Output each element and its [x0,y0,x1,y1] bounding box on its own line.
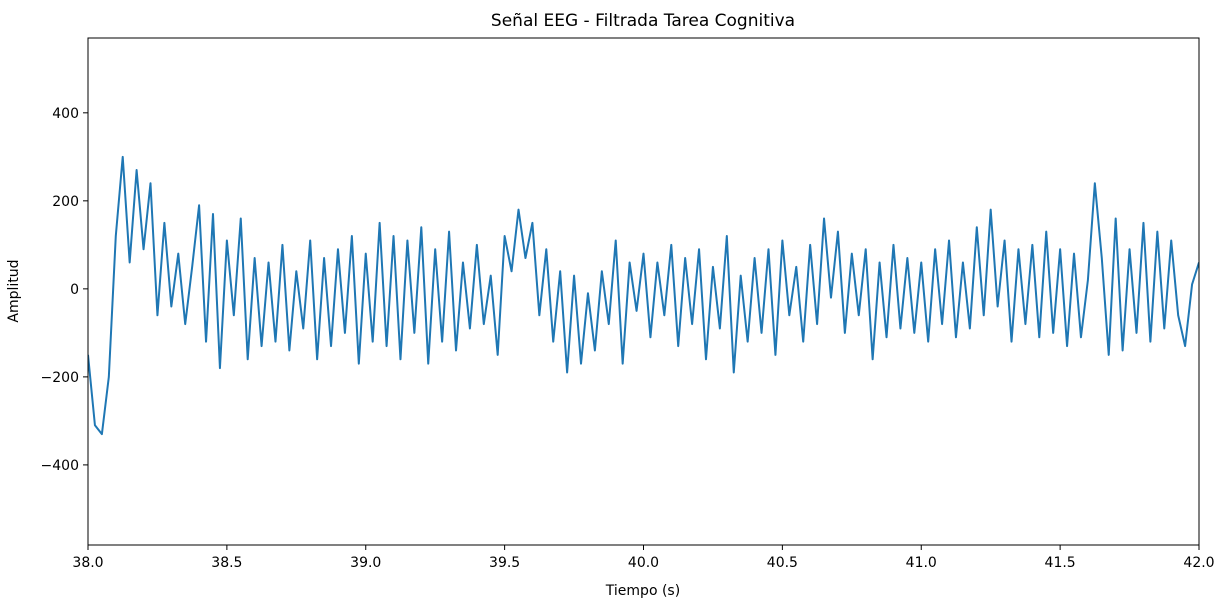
x-tick-label: 41.0 [906,555,937,571]
y-tick-label: 200 [52,194,79,210]
x-tick-label: 40.0 [628,555,659,571]
x-tick-label: 41.5 [1045,555,1076,571]
y-tick-label: 400 [52,106,79,122]
plot-frame [87,37,1200,546]
y-tick-label: 0 [70,282,79,298]
x-tick-label: 38.5 [211,555,242,571]
x-tick-label: 38.0 [72,555,103,571]
x-axis-label: Tiempo (s) [605,583,680,599]
x-tick-label: 39.5 [489,555,520,571]
x-tick-label: 40.5 [767,555,798,571]
signal-line [88,155,1199,436]
y-tick-label: −200 [41,370,79,386]
y-tick-label: −400 [41,458,79,474]
x-tick-label: 39.0 [350,555,381,571]
x-tick-label: 42.0 [1183,555,1214,571]
y-axis-label: Amplitud [6,259,22,322]
chart-title: Señal EEG - Filtrada Tarea Cognitiva [491,11,795,31]
